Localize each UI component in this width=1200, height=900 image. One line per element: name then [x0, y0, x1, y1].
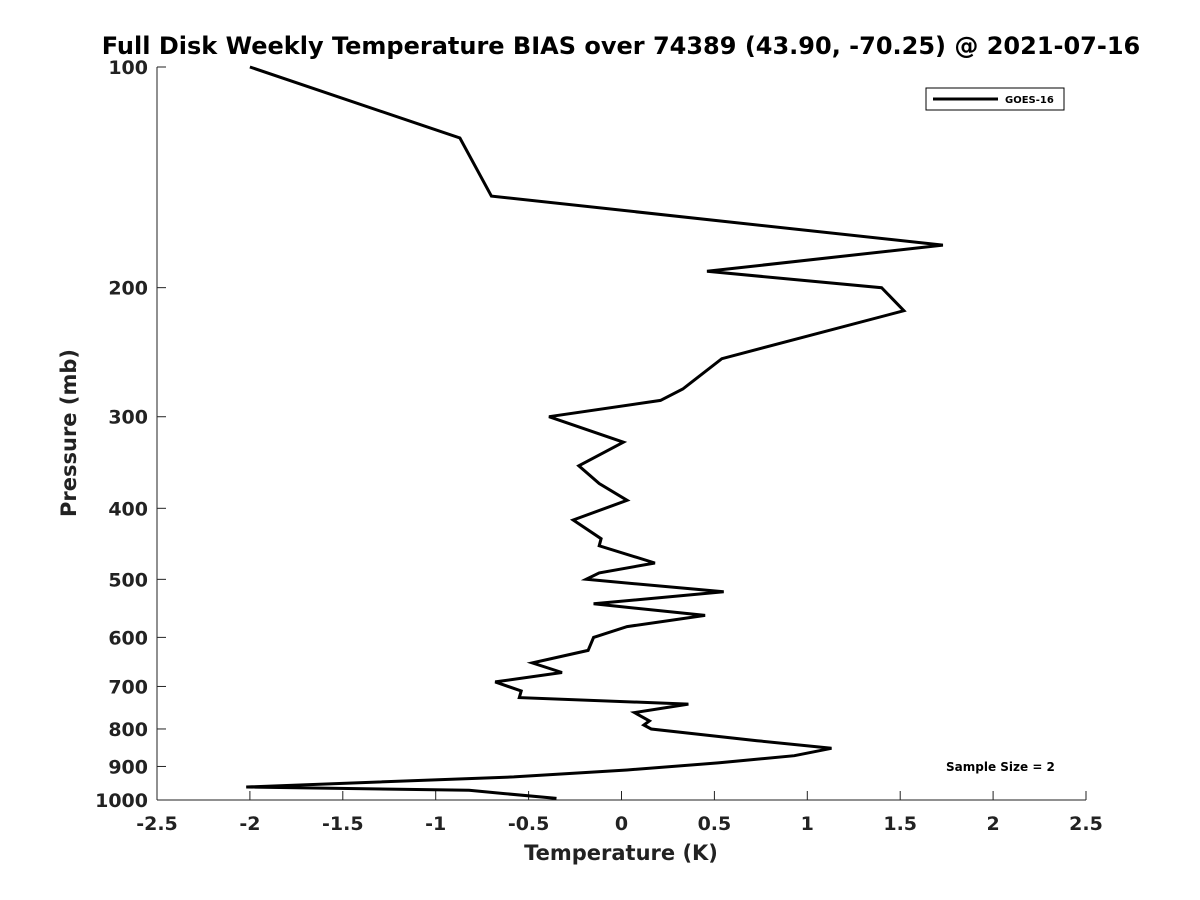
x-tick-label: -1.5 [322, 813, 364, 835]
y-tick-label: 700 [108, 676, 148, 698]
x-axis-label: Temperature (K) [524, 841, 718, 865]
x-tick-label: 2.5 [1069, 813, 1103, 835]
y-axis-label: Pressure (mb) [57, 349, 81, 517]
x-tick-label: -2.5 [136, 813, 178, 835]
y-tick-label: 1000 [95, 790, 148, 812]
y-tick-label: 900 [108, 756, 148, 778]
series-line-goes-16 [246, 65, 944, 800]
y-tick-label: 600 [108, 627, 148, 649]
x-tick-label: 1.5 [883, 813, 917, 835]
legend: GOES-16 [925, 87, 1065, 111]
sample-size-annotation: Sample Size = 2 [946, 760, 1055, 774]
x-tick-label: 2 [986, 813, 999, 835]
legend-label-goes-16: GOES-16 [1005, 95, 1054, 106]
x-tick-label: 0 [615, 813, 628, 835]
x-tick-label: -0.5 [508, 813, 550, 835]
y-tick-label: 200 [108, 278, 148, 300]
y-tick-label: 300 [108, 407, 148, 429]
y-tick-label: 800 [108, 719, 148, 741]
series-layer [246, 65, 944, 800]
x-tick-label: -2 [239, 813, 260, 835]
plot-frame [156, 67, 1086, 801]
y-axis-ticks: 100 200 300 400 500 600 700 800 900 1000 [95, 57, 166, 812]
x-axis-ticks: -2.5 -2 -1.5 -1 -0.5 0 0.5 1 1.5 2 2.5 [136, 791, 1103, 835]
y-tick-label: 500 [108, 569, 148, 591]
x-tick-label: 1 [801, 813, 814, 835]
y-tick-label: 400 [108, 498, 148, 520]
y-tick-label: 100 [108, 57, 148, 79]
chart-title: Full Disk Weekly Temperature BIAS over 7… [102, 32, 1141, 60]
x-tick-label: 0.5 [698, 813, 732, 835]
x-tick-label: -1 [425, 813, 446, 835]
